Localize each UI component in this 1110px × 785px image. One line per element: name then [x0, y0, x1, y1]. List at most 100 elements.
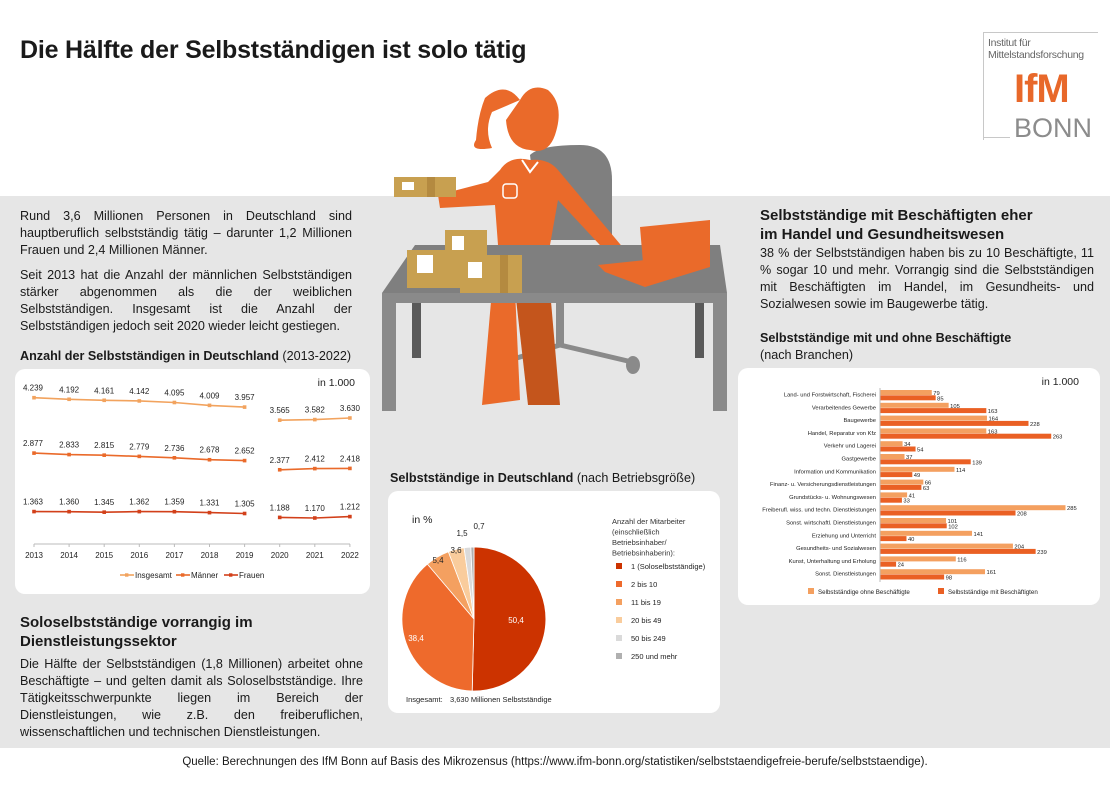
bar — [880, 420, 1029, 426]
pie-legend-title: Betriebsinhaber/ — [612, 538, 668, 547]
bar — [880, 574, 945, 580]
data-label: 1.359 — [164, 498, 185, 507]
bar-value-label: 66 — [925, 481, 931, 487]
bar-value-label: 63 — [923, 486, 929, 492]
pie-title-bold: Selbstständige in Deutschland — [390, 471, 574, 485]
bar — [880, 472, 913, 478]
pie-legend-label: 11 bis 19 — [631, 598, 661, 607]
bar-category-label: Kunst, Unterhaltung und Erholung — [789, 559, 876, 565]
bar — [880, 492, 908, 498]
bar — [880, 415, 987, 421]
bar-category-label: Sonst. wirtschaftl. Dienstleistungen — [786, 521, 876, 527]
bar-value-label: 101 — [948, 519, 958, 525]
data-label: 1.188 — [270, 503, 291, 512]
data-label: 1.360 — [59, 498, 80, 507]
data-point — [102, 453, 106, 457]
data-label: 2.678 — [199, 446, 220, 455]
pie-legend-label: 50 bis 249 — [631, 634, 666, 643]
right-title-line1: Selbstständige mit Beschäftigten eher — [760, 207, 1033, 224]
data-point — [277, 515, 282, 520]
legend-marker — [125, 573, 129, 577]
logo-city: BONN — [1014, 113, 1093, 143]
bar-category-label: Gesundheits- und Sozialwesen — [796, 546, 876, 552]
bar-value-label: 85 — [937, 396, 943, 402]
legend-label: Insgesamt — [135, 571, 173, 580]
x-tick-label: 2013 — [25, 551, 43, 560]
data-point — [348, 514, 352, 519]
data-point — [32, 451, 36, 455]
bar-value-label: 54 — [917, 448, 924, 454]
bar-category-label: Finanz- u. Versicherungsdienstleistungen — [770, 482, 876, 488]
pie-slice-label: 0,7 — [473, 522, 485, 531]
bar — [880, 523, 947, 529]
data-label: 3.582 — [305, 406, 326, 415]
data-label: 1.362 — [129, 498, 150, 507]
source-note: Quelle: Berechnungen des IfM Bonn auf Ba… — [182, 756, 928, 768]
data-label: 4.192 — [59, 385, 80, 394]
pie-slice-label: 38,4 — [408, 634, 424, 643]
bar-category-label: Verkehr und Lagerei — [824, 444, 876, 450]
data-point — [102, 398, 106, 403]
bar-value-label: 34 — [904, 442, 911, 448]
bar — [880, 530, 973, 536]
pie-legend-swatch — [616, 599, 622, 605]
logo-institute-line1: Institut für — [988, 37, 1031, 49]
bar — [880, 390, 932, 395]
bar-value-label: 208 — [1017, 512, 1027, 518]
bar — [880, 556, 956, 562]
bar-category-label: Grundstücks- u. Wohnungswesen — [789, 495, 876, 501]
bar-value-label: 263 — [1053, 435, 1063, 441]
bar-value-label: 141 — [974, 532, 984, 538]
bar — [880, 479, 924, 485]
solo-section-text: Die Hälfte der Selbstständigen (1,8 Mill… — [20, 657, 363, 739]
data-label: 3.957 — [235, 393, 256, 402]
line-chart-title-range: (2013-2022) — [278, 349, 352, 363]
data-label: 1.212 — [340, 503, 361, 512]
bar-value-label: 24 — [898, 563, 905, 569]
bar-category-label: Gastgewerbe — [842, 457, 876, 463]
bar-category-label: Erziehung und Unterricht — [812, 533, 877, 539]
data-label: 2.833 — [59, 441, 80, 450]
right-title-line2: im Handel und Gesundheitswesen — [760, 226, 1005, 243]
solo-title-line1: Soloselbstständige vorrangig im — [20, 614, 253, 631]
pie-legend-swatch — [616, 563, 622, 569]
data-label: 1.170 — [305, 504, 326, 513]
data-point — [207, 510, 212, 515]
data-label: 2.779 — [129, 442, 150, 451]
data-point — [137, 454, 142, 459]
bar — [880, 510, 1016, 516]
bar-legend-swatch — [938, 588, 944, 594]
data-point — [137, 399, 142, 403]
pie-legend-swatch — [616, 653, 622, 659]
data-point — [172, 400, 177, 405]
pie-legend-label: 250 und mehr — [631, 652, 678, 661]
pie-chart: in % 50,4 38,4 5,4 3,6 1,5 0,7 Anzahl der Mitar… — [401, 514, 706, 704]
x-tick-label: 2019 — [236, 551, 254, 560]
line-chart-unit: in 1.000 — [318, 377, 356, 389]
page-title: Die Hälfte der Selbstständigen ist solo … — [20, 36, 527, 64]
legend-label: Frauen — [239, 571, 264, 580]
bar — [880, 548, 1036, 554]
line-chart-card: in 1.000 2013 2014 2015 2016 2017 2018 2019 2020… — [15, 369, 370, 594]
bar-legend-swatch — [808, 588, 814, 594]
data-label: 1.305 — [235, 500, 256, 509]
bar-value-label: 79 — [933, 391, 939, 397]
bar-value-label: 105 — [950, 404, 960, 410]
data-point — [313, 417, 317, 422]
bar-chart: in 1.000 Land- und Forstwirtschaft, Fisch… — [762, 376, 1079, 596]
data-point — [277, 467, 282, 472]
bar-value-label: 49 — [914, 473, 920, 479]
data-point — [277, 418, 282, 422]
data-label: 2.652 — [235, 447, 256, 456]
data-point — [102, 510, 106, 514]
bar — [880, 561, 897, 567]
bar-value-label: 114 — [956, 468, 966, 474]
x-tick-label: 2016 — [130, 551, 148, 560]
x-tick-label: 2021 — [306, 551, 324, 560]
pie-slice — [401, 563, 475, 692]
data-point — [207, 403, 212, 408]
bar-value-label: 164 — [988, 417, 998, 423]
data-point — [67, 452, 71, 457]
data-label: 2.815 — [94, 441, 115, 450]
legend-marker — [229, 573, 233, 577]
